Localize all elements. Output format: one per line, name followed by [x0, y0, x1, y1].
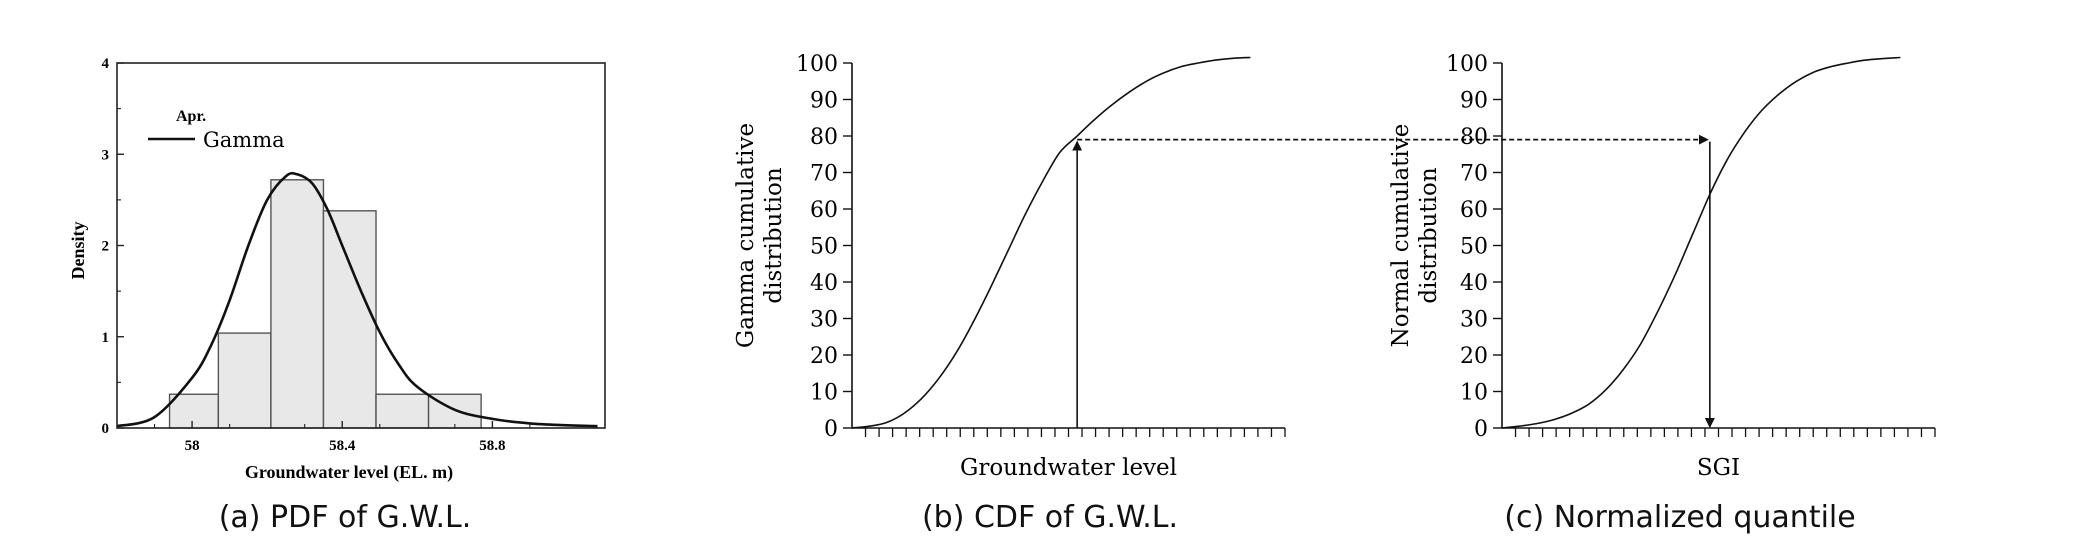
y-tick-label: 90: [810, 89, 838, 114]
y-tick-label: 0: [102, 421, 110, 437]
caption-a: (a) PDF of G.W.L.: [218, 500, 472, 535]
histogram-bar-1: [168, 393, 220, 429]
gamma-cdf-curve: [851, 56, 1251, 429]
histogram-bar-3: [270, 179, 325, 429]
x-axis-label: Groundwater level: [960, 455, 1177, 481]
y-tick-label: 50: [810, 235, 838, 260]
y-axis-label-line-1: Gamma cumulative: [733, 123, 759, 348]
x-tick-label: 58: [185, 438, 200, 454]
y-tick-label: 4: [102, 56, 110, 72]
y-tick-label: 1: [102, 330, 110, 346]
y-tick-label: 0: [824, 417, 838, 442]
y-tick-label: 100: [1446, 52, 1488, 77]
x-axis-label: Groundwater level (EL. m): [245, 462, 453, 483]
y-tick-label: 60: [1460, 198, 1488, 223]
histogram-bar-2: [217, 332, 272, 429]
y-tick-label: 20: [810, 344, 838, 369]
y-axis-label: Density: [68, 222, 88, 280]
axes: 0 10 20 30 40 50 60 70 80 90 100: [796, 52, 1286, 442]
y-axis-label-line-1: Normal cumulative: [1388, 124, 1414, 348]
y-tick-label: 40: [1460, 271, 1488, 296]
panel-b-cdf-chart: 0 10 20 30 40 50 60 70 80 90 100 Groundwater level…: [733, 52, 1286, 481]
y-tick-label: 30: [810, 308, 838, 333]
histogram-bar-5: [375, 393, 430, 429]
caption-c: (c) Normalized quantile: [1504, 500, 1856, 535]
gamma-pdf-curve: [116, 171, 598, 428]
figure: 58 58.4 58.8 0 1 2 3 4 Groundwater level (EL. m…: [68, 52, 1936, 483]
y-tick-label: 10: [810, 381, 838, 406]
y-tick-label: 100: [796, 52, 838, 77]
legend-entry-gamma: Gamma: [203, 128, 285, 152]
y-axis-label-line-2: distribution: [1416, 167, 1442, 303]
caption-b: (b) CDF of G.W.L.: [921, 500, 1179, 535]
histogram-bar-4: [322, 210, 377, 429]
y-tick-label: 80: [810, 125, 838, 150]
y-tick-label: 60: [810, 198, 838, 223]
x-axis-label: SGI: [1697, 455, 1740, 481]
y-tick-label: 0: [1474, 417, 1488, 442]
x-tick-label: 58.4: [329, 438, 356, 454]
panel-a-pdf-chart: 58 58.4 58.8 0 1 2 3 4 Groundwater level (EL. m…: [68, 56, 606, 483]
y-tick-label: 20: [1460, 344, 1488, 369]
y-tick-label: 90: [1460, 89, 1488, 114]
y-tick-label: 30: [1460, 308, 1488, 333]
axis-ticks: 58 58.4 58.8 0 1 2 3 4: [102, 56, 531, 454]
axes: 0 10 20 30 40 50 60 70 80 90 100: [1446, 52, 1936, 442]
y-tick-label: 40: [810, 271, 838, 296]
y-tick-label: 70: [1460, 162, 1488, 187]
y-tick-label: 70: [810, 162, 838, 187]
y-tick-label: 3: [102, 147, 110, 163]
x-tick-label: 58.8: [479, 438, 505, 454]
y-tick-label: 50: [1460, 235, 1488, 260]
panel-c-normal-cdf-chart: 0 10 20 30 40 50 60 70 80 90 100 SGI Normal cumula…: [1388, 52, 1936, 481]
y-tick-label: 10: [1460, 381, 1488, 406]
y-tick-label: 80: [1460, 125, 1488, 150]
histogram-bars: [168, 179, 482, 429]
legend-heading: Apr.: [176, 108, 206, 125]
normal-cdf-curve: [1501, 56, 1901, 429]
y-axis-label-line-2: distribution: [761, 167, 787, 303]
y-tick-label: 2: [102, 239, 110, 255]
